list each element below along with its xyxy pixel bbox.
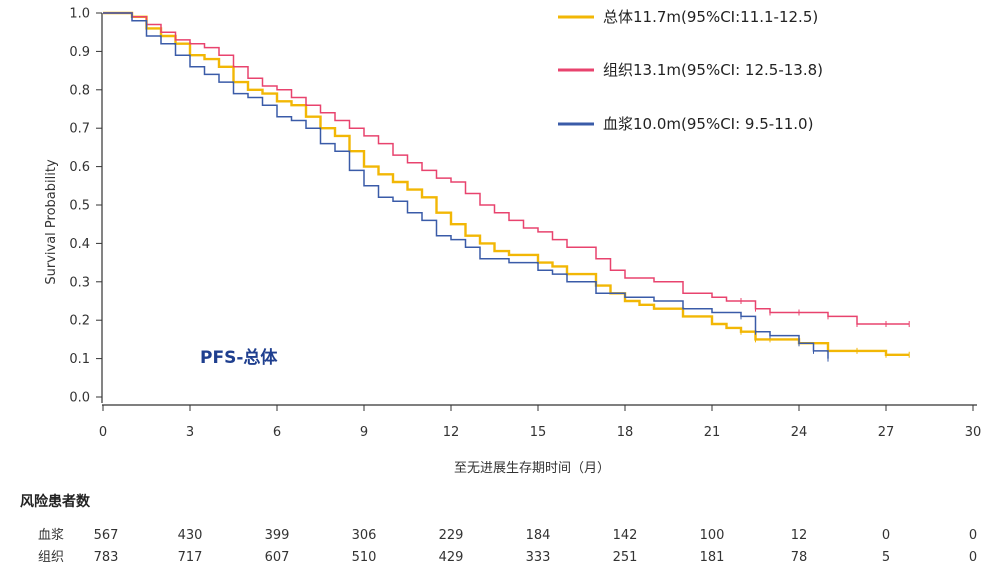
risk-cell-0-1: 430 xyxy=(178,528,203,543)
x-tick-label-9: 27 xyxy=(878,425,895,440)
risk-cell-1-1: 717 xyxy=(178,550,203,562)
risk-cell-1-3: 510 xyxy=(352,550,377,562)
risk-cell-1-9: 5 xyxy=(882,550,890,562)
x-tick-label-1: 3 xyxy=(186,425,194,440)
risk-cell-1-5: 333 xyxy=(526,550,551,562)
x-tick-label-7: 21 xyxy=(704,425,721,440)
risk-cell-0-0: 567 xyxy=(94,528,119,543)
y-tick-label-1: 0.1 xyxy=(69,352,90,367)
y-tick-label-4: 0.4 xyxy=(69,237,90,252)
series-line-2 xyxy=(103,12,829,359)
risk-table: 风险患者数 血浆 567 430 399 306 229 184 142 100 12 0 0 组织 78… xyxy=(20,493,977,562)
legend-label-tissue: 组织13.1m(95%CI: 12.5-13.8) xyxy=(603,61,823,79)
risk-cell-0-9: 0 xyxy=(882,528,890,543)
risk-table-title: 风险患者数 xyxy=(20,493,91,510)
x-tick-label-10: 30 xyxy=(965,425,982,440)
series-line-1 xyxy=(103,12,910,325)
risk-cell-0-6: 142 xyxy=(613,528,638,543)
x-tick-label-8: 24 xyxy=(791,425,808,440)
risk-cell-1-6: 251 xyxy=(613,550,638,562)
y-tick-label-9: 0.9 xyxy=(69,45,90,60)
risk-cell-1-10: 0 xyxy=(969,550,977,562)
y-tick-label-10: 1.0 xyxy=(69,7,90,22)
x-tick-label-2: 6 xyxy=(273,425,281,440)
x-axis-label: 至无进展生存期时间（月） xyxy=(454,461,610,476)
y-tick-label-0: 0.0 xyxy=(69,391,90,406)
risk-cell-0-2: 399 xyxy=(265,528,290,543)
risk-cell-0-8: 12 xyxy=(791,528,808,543)
series-line-0 xyxy=(103,11,910,356)
risk-cell-0-4: 229 xyxy=(439,528,464,543)
x-tick-label-4: 12 xyxy=(443,425,460,440)
plot-area: 0.0 0.1 0.2 0.3 0.4 0.5 0.6 0.7 0.8 0.9 1.0 0 3 6 9 12… xyxy=(69,7,981,441)
risk-cell-0-10: 0 xyxy=(969,528,977,543)
risk-row-label-1: 组织 xyxy=(38,550,64,562)
y-tick-label-8: 0.8 xyxy=(69,83,90,98)
x-ticks: 0 3 6 9 12 15 18 21 24 27 30 xyxy=(99,405,981,440)
y-tick-label-7: 0.7 xyxy=(69,122,90,137)
risk-cell-0-3: 306 xyxy=(352,528,377,543)
risk-cell-1-2: 607 xyxy=(265,550,290,562)
series-lines xyxy=(103,11,910,362)
risk-rows: 血浆 567 430 399 306 229 184 142 100 12 0 0 组织 783 717 60… xyxy=(38,528,977,562)
legend-label-plasma: 血浆10.0m(95%CI: 9.5-11.0) xyxy=(603,115,813,133)
x-tick-label-5: 15 xyxy=(530,425,547,440)
x-tick-label-0: 0 xyxy=(99,425,107,440)
risk-cell-0-7: 100 xyxy=(700,528,725,543)
y-axis-label: Survival Probability xyxy=(44,159,59,285)
x-tick-label-6: 18 xyxy=(617,425,634,440)
y-tick-label-3: 0.3 xyxy=(69,275,90,290)
x-tick-label-3: 9 xyxy=(360,425,368,440)
y-tick-label-5: 0.5 xyxy=(69,199,90,214)
legend: 总体11.7m(95%CI:11.1-12.5) 组织13.1m(95%CI: … xyxy=(558,8,823,133)
y-tick-label-6: 0.6 xyxy=(69,160,90,175)
risk-row-label-0: 血浆 xyxy=(38,528,64,543)
y-ticks: 0.0 0.1 0.2 0.3 0.4 0.5 0.6 0.7 0.8 0.9 1.0 xyxy=(69,7,102,406)
risk-cell-1-4: 429 xyxy=(439,550,464,562)
legend-label-overall: 总体11.7m(95%CI:11.1-12.5) xyxy=(603,8,818,26)
y-tick-label-2: 0.2 xyxy=(69,314,90,329)
risk-cell-1-0: 783 xyxy=(94,550,119,562)
risk-cell-1-7: 181 xyxy=(700,550,725,562)
panel-label: PFS-总体 xyxy=(200,347,278,368)
risk-cell-0-5: 184 xyxy=(526,528,551,543)
risk-cell-1-8: 78 xyxy=(791,550,808,562)
